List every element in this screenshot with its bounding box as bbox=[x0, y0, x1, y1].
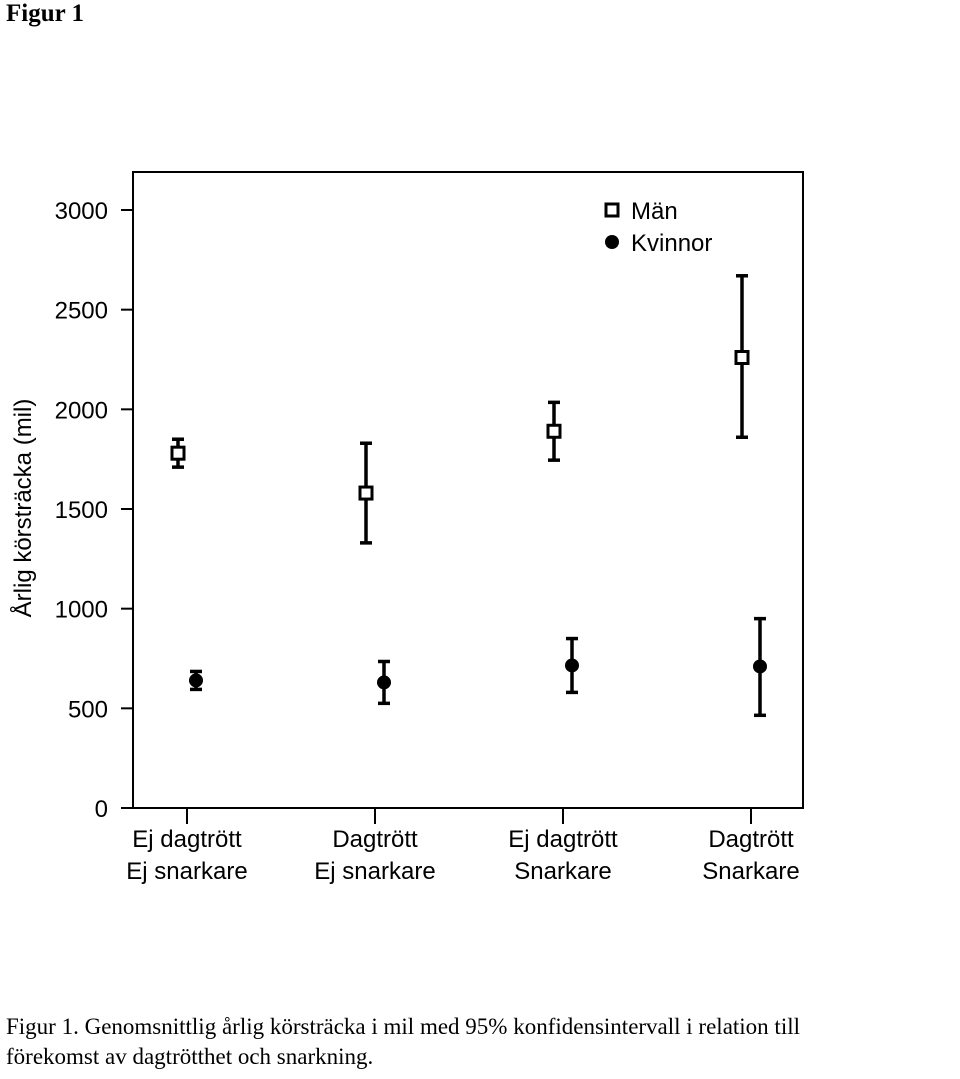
x-tick-label: Dagtrött Snarkare bbox=[702, 826, 799, 885]
series-kvinnor bbox=[189, 616, 767, 718]
error-bar-chart: 0 500 1000 1500 2000 2500 3000 Ej dagtrött Ej s… bbox=[9, 171, 804, 885]
y-tick-label: 1500 bbox=[55, 497, 108, 524]
figure-heading: Figur 1 bbox=[6, 0, 85, 27]
figure-caption: Figur 1. Genomsnittlig årlig körsträcka … bbox=[6, 1012, 956, 1072]
legend-marker-square bbox=[604, 202, 620, 218]
data-point-square bbox=[734, 350, 750, 366]
y-tick-label: 2000 bbox=[55, 397, 108, 424]
caption-line-2: förekomst av dagtrötthet och snarkning. bbox=[6, 1044, 374, 1069]
y-axis: 0 500 1000 1500 2000 2500 3000 bbox=[55, 198, 133, 823]
x-tick-label: Ej dagtrött Snarkare bbox=[508, 826, 618, 885]
data-point-circle bbox=[377, 675, 391, 690]
y-tick-label: 0 bbox=[95, 796, 108, 823]
y-tick-label: 1000 bbox=[55, 597, 108, 624]
y-tick-label: 2500 bbox=[55, 298, 108, 325]
legend-label: Män bbox=[631, 198, 678, 225]
x-axis: Ej dagtrött Ej snarkare Dagtrött Ej snarkar… bbox=[126, 808, 800, 885]
data-point-square bbox=[358, 485, 374, 501]
x-tick-label: Ej dagtrött Ej snarkare bbox=[126, 826, 247, 885]
legend-label: Kvinnor bbox=[631, 230, 712, 257]
y-tick-label: 500 bbox=[68, 696, 108, 723]
data-point-circle bbox=[753, 659, 767, 674]
data-point-circle bbox=[189, 673, 203, 688]
data-marks bbox=[170, 274, 767, 718]
y-tick-label: 3000 bbox=[55, 198, 108, 225]
caption-line-1: Figur 1. Genomsnittlig årlig körsträcka … bbox=[6, 1014, 800, 1039]
data-point-square bbox=[546, 423, 562, 439]
legend: Män Kvinnor bbox=[604, 198, 712, 257]
y-axis-label: Årlig körsträcka (mil) bbox=[9, 399, 37, 618]
x-tick-label: Dagtrött Ej snarkare bbox=[314, 826, 435, 885]
data-point-square bbox=[170, 445, 186, 461]
legend-marker-circle bbox=[605, 235, 619, 249]
data-point-circle bbox=[565, 658, 579, 673]
plot-border bbox=[132, 171, 804, 809]
series-man bbox=[170, 274, 750, 545]
plot-frame bbox=[132, 171, 804, 809]
